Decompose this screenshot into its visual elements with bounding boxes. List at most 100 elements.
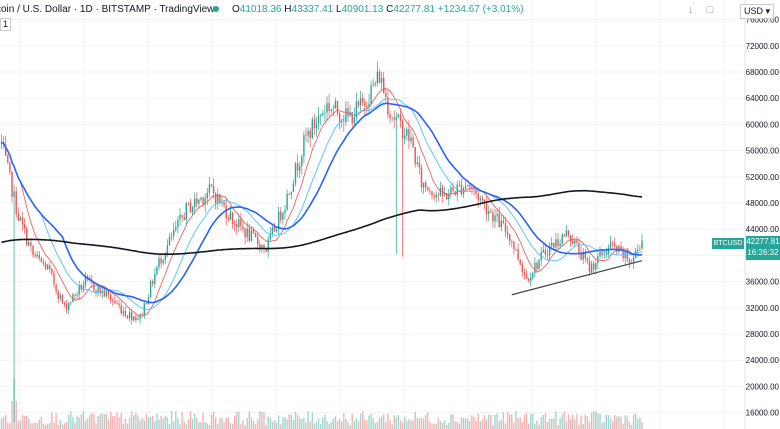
volume-bar [338, 419, 341, 429]
volume-bar [425, 414, 427, 429]
volume-bar [51, 412, 53, 429]
candle-body [42, 261, 45, 264]
volume-bar [506, 411, 509, 429]
volume-bar [240, 423, 242, 429]
candle-body [420, 167, 423, 188]
candle-body [278, 211, 280, 230]
volume-bar [221, 417, 223, 429]
bar-countdown: 16:26:32 [747, 248, 779, 257]
volume-bar [397, 414, 400, 429]
volume-bar [544, 413, 547, 429]
volume-bar [204, 421, 206, 429]
volume-bar [412, 420, 414, 429]
candle-body [473, 188, 475, 190]
candle-body [395, 116, 397, 120]
volume-bar [582, 424, 584, 429]
candles [0, 61, 643, 423]
volume-bar [183, 421, 185, 429]
candle-body [179, 214, 181, 220]
volume-bar [378, 417, 381, 429]
candle-body [273, 227, 276, 232]
candle-body [385, 93, 387, 98]
candle-body [294, 163, 297, 184]
volume-bar [576, 413, 578, 429]
volume-bar [569, 418, 572, 429]
volume-bar [296, 414, 299, 429]
candle-body [164, 253, 166, 260]
candle-body [488, 211, 490, 215]
candle-body [605, 253, 607, 255]
volume-bar [641, 421, 643, 429]
volume-bar [141, 417, 143, 429]
candle-body [212, 185, 215, 194]
volume-bar [389, 420, 391, 429]
candle-body [599, 251, 601, 257]
volume-bar [286, 419, 288, 429]
candle-body [622, 249, 624, 259]
candle-body [458, 184, 460, 186]
candle-body [334, 100, 337, 109]
candle-body [271, 227, 274, 234]
candle-body [95, 290, 97, 294]
candle-body [422, 182, 425, 188]
candle-body [265, 248, 267, 252]
volume-bar [525, 412, 528, 429]
price-axis[interactable] [745, 0, 780, 429]
candle-body [221, 202, 223, 204]
volume-bar [584, 414, 586, 429]
symbol-title[interactable]: itcoin / U.S. Dollar · 1D · BITSTAMP · T… [0, 4, 215, 15]
volume-bar [477, 413, 479, 429]
volume-bar [99, 414, 101, 429]
volume-bar [34, 422, 36, 429]
candle-body [292, 183, 295, 192]
volume-bar [605, 414, 607, 429]
volume-bar [63, 423, 66, 429]
candle-body [311, 119, 313, 138]
volume-bar [473, 417, 475, 429]
trendline[interactable] [511, 260, 643, 296]
volume-bar [563, 411, 565, 429]
volume-bar [74, 422, 76, 429]
candle-body [120, 305, 122, 314]
volume-bar [366, 420, 368, 429]
candle-body [158, 258, 160, 267]
candle-body [572, 240, 574, 244]
candle-body [97, 285, 99, 294]
candle-body [305, 135, 307, 137]
candle-body [194, 198, 196, 208]
study-counter[interactable]: 1 [0, 18, 11, 31]
volume-bar [15, 401, 17, 429]
volume-bar [309, 421, 311, 429]
volume-bar [443, 420, 446, 429]
candle-body [252, 230, 255, 233]
download-icon[interactable]: ↓ [688, 4, 694, 16]
volume-bar [231, 423, 234, 429]
candle-body [112, 300, 114, 302]
volume-bar [351, 414, 353, 429]
volume-bar [467, 419, 469, 429]
volume-bar [399, 419, 402, 429]
candle-body [620, 246, 622, 250]
candle-body [137, 318, 139, 320]
candle-body [588, 260, 591, 273]
volume-bar [236, 412, 238, 429]
volume-bar [40, 416, 43, 429]
volume-bar [317, 418, 320, 429]
candle-body [208, 184, 211, 193]
candle-body [542, 250, 544, 253]
volume-bar [450, 413, 452, 429]
fullscreen-icon[interactable]: □ [706, 4, 714, 16]
volume-bar [586, 416, 589, 429]
candle-body [401, 120, 404, 139]
currency-select[interactable]: USD ▾ [739, 4, 774, 19]
candle-body [223, 202, 225, 206]
price-tick-label: 48000.00 [746, 199, 780, 208]
volume-bar [519, 417, 521, 429]
candle-body [55, 284, 57, 292]
volume-bar [464, 418, 467, 429]
volume-bar [332, 418, 334, 429]
volume-bar [248, 411, 250, 429]
volume-bar [630, 424, 633, 429]
candle-body [74, 294, 76, 296]
